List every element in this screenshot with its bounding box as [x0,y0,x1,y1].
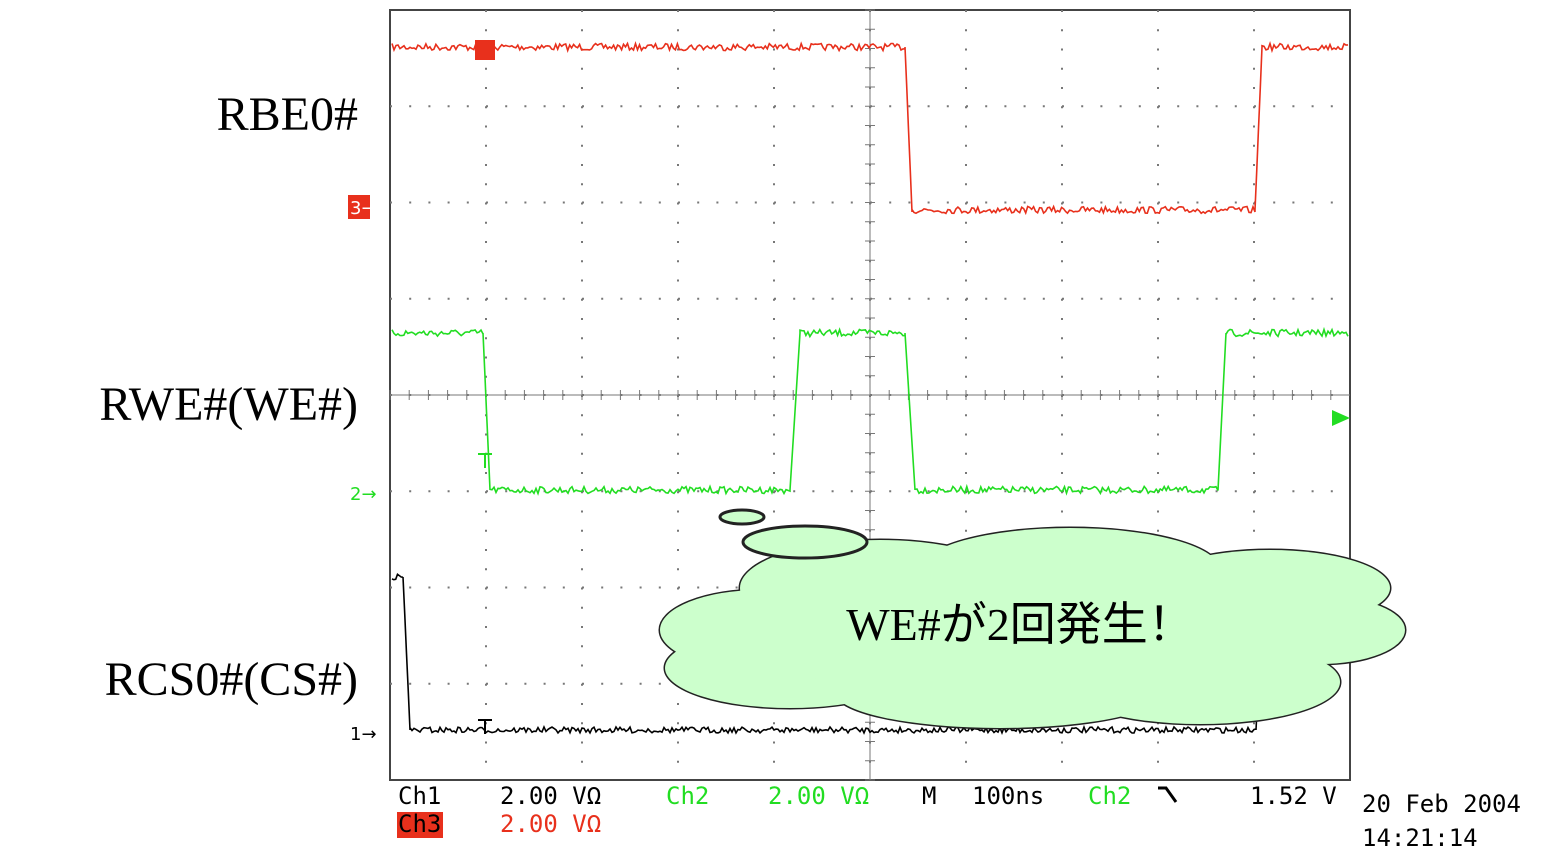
readout: Ch1 [398,782,441,810]
signal-label: RCS0#(CS#) [105,653,358,706]
trigger-slope-icon [1158,788,1176,802]
signal-label: RWE#(WE#) [99,378,358,431]
cloud-puff [743,526,867,558]
readout: 2.00 VΩ [500,782,601,810]
readout: 2.00 VΩ [768,782,869,810]
channel-marker: 3→ [350,198,377,219]
signal-label: RBE0# [217,88,358,141]
cloud-puff [720,510,764,524]
readout: Ch3 [398,810,441,838]
timestamp-date: 20 Feb 2004 [1362,790,1521,818]
readout: Ch2 [666,782,709,810]
readout: 100ns [972,782,1044,810]
trigger-marker [475,40,495,60]
readout: M [922,782,936,810]
callout-text: WE#が2回発生！ [846,599,1194,650]
scope-screenshot: RBE0# RWE#(WE#) RCS0#(CS#) 3→ 2→ 1→ Ch1 … [0,0,1555,850]
channel-marker: 2→ [350,484,377,505]
readout: Ch2 [1088,782,1131,810]
timestamp-time: 14:21:14 [1362,824,1478,850]
readout: 1.52 V [1250,782,1337,810]
channel-marker: 1→ [350,724,377,745]
readout: 2.00 VΩ [500,810,601,838]
